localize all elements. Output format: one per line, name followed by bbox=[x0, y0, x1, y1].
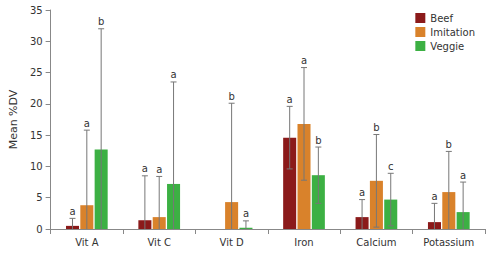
svg-text:b: b bbox=[98, 16, 104, 27]
svg-text:Vit D: Vit D bbox=[220, 237, 244, 248]
svg-text:Veggie: Veggie bbox=[430, 41, 464, 52]
svg-text:35: 35 bbox=[30, 5, 43, 16]
svg-text:c: c bbox=[388, 161, 394, 172]
svg-text:5: 5 bbox=[36, 192, 42, 203]
svg-text:Vit C: Vit C bbox=[147, 237, 170, 248]
svg-text:Potassium: Potassium bbox=[423, 237, 474, 248]
svg-text:20: 20 bbox=[30, 98, 43, 109]
svg-text:a: a bbox=[156, 164, 162, 175]
svg-text:b: b bbox=[228, 91, 234, 102]
svg-text:30: 30 bbox=[30, 36, 43, 47]
svg-text:a: a bbox=[69, 206, 75, 217]
svg-text:b: b bbox=[373, 122, 379, 133]
svg-text:10: 10 bbox=[30, 161, 43, 172]
svg-text:a: a bbox=[142, 163, 148, 174]
svg-text:Mean %DV: Mean %DV bbox=[7, 89, 20, 149]
svg-text:a: a bbox=[431, 191, 437, 202]
svg-text:a: a bbox=[243, 208, 249, 219]
svg-text:a: a bbox=[460, 170, 466, 181]
svg-text:25: 25 bbox=[30, 67, 43, 78]
svg-text:Calcium: Calcium bbox=[356, 237, 396, 248]
svg-text:a: a bbox=[301, 55, 307, 66]
svg-text:a: a bbox=[287, 94, 293, 105]
svg-text:Vit A: Vit A bbox=[75, 237, 98, 248]
svg-text:Iron: Iron bbox=[294, 237, 313, 248]
svg-text:Beef: Beef bbox=[430, 13, 453, 24]
svg-text:a: a bbox=[170, 69, 176, 80]
svg-text:Imitation: Imitation bbox=[430, 27, 475, 38]
svg-text:b: b bbox=[446, 139, 452, 150]
svg-text:b: b bbox=[315, 135, 321, 146]
svg-text:15: 15 bbox=[30, 130, 43, 141]
svg-text:0: 0 bbox=[36, 224, 42, 235]
svg-text:a: a bbox=[359, 187, 365, 198]
svg-text:a: a bbox=[84, 118, 90, 129]
